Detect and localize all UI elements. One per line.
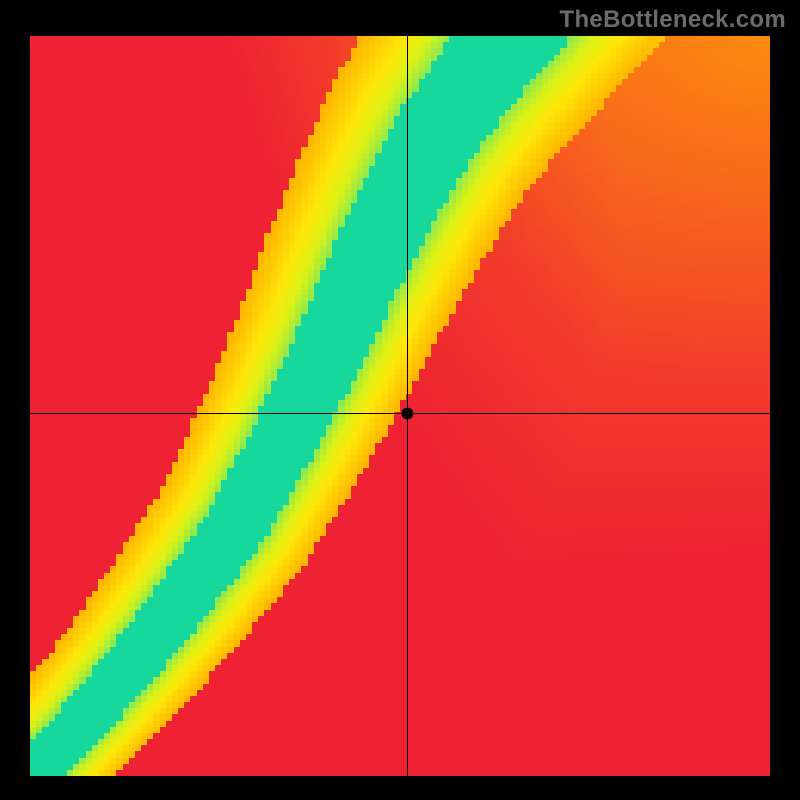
watermark-text: TheBottleneck.com	[560, 6, 786, 34]
chart-container: TheBottleneck.com	[0, 0, 800, 800]
heatmap-canvas	[0, 0, 800, 800]
